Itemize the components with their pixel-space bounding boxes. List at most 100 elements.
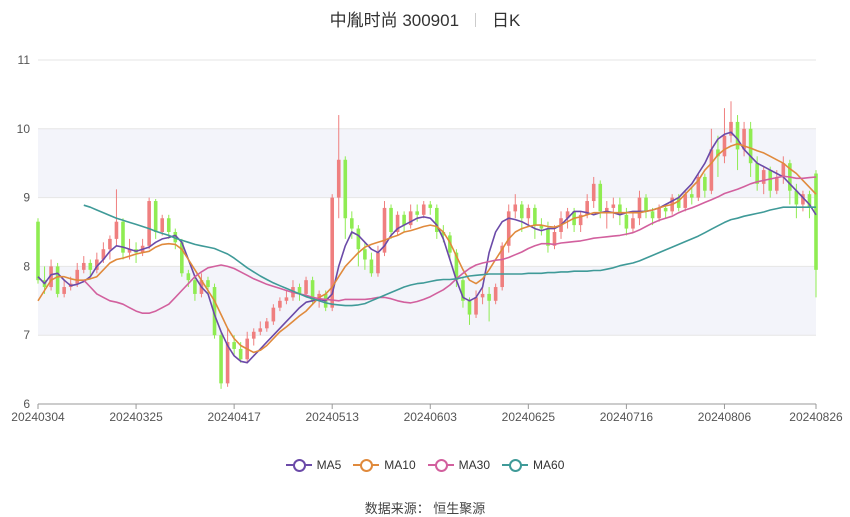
ma10-line[interactable]	[37, 143, 817, 354]
candle[interactable]	[304, 276, 308, 298]
candle[interactable]	[369, 252, 374, 277]
candle[interactable]	[611, 197, 616, 219]
candle[interactable]	[55, 262, 60, 298]
candle-body	[435, 207, 439, 232]
candle[interactable]	[428, 201, 433, 215]
legend: MA5 MA10 MA30 MA60	[0, 458, 850, 475]
candle-body	[219, 335, 223, 384]
candle[interactable]	[493, 283, 498, 305]
candle[interactable]	[245, 331, 250, 363]
candle[interactable]	[297, 283, 302, 301]
candle[interactable]	[278, 297, 282, 312]
candle[interactable]	[108, 235, 112, 260]
candle[interactable]	[88, 259, 93, 277]
candle[interactable]	[709, 128, 714, 195]
legend-item-ma5[interactable]: MA5	[285, 458, 341, 472]
candle[interactable]	[814, 170, 818, 298]
candle-body	[225, 342, 230, 384]
candle[interactable]	[689, 187, 694, 205]
y-tick-label: 10	[17, 122, 31, 136]
candle-body	[519, 204, 524, 219]
candle[interactable]	[350, 211, 354, 239]
candle[interactable]	[336, 115, 341, 219]
y-tick-label: 6	[23, 397, 30, 411]
candle[interactable]	[644, 194, 648, 219]
candle[interactable]	[251, 328, 256, 346]
candle[interactable]	[212, 283, 217, 339]
candle[interactable]	[722, 108, 727, 164]
period-label[interactable]: 日K	[492, 11, 521, 30]
candle[interactable]	[742, 121, 746, 157]
candle[interactable]	[729, 101, 733, 143]
candle[interactable]	[389, 204, 393, 239]
candle-body	[703, 176, 707, 191]
candle[interactable]	[578, 211, 583, 232]
candle[interactable]	[480, 287, 485, 305]
candle[interactable]	[735, 115, 740, 171]
candle[interactable]	[467, 297, 472, 325]
candle-body	[487, 293, 491, 301]
legend-item-ma60[interactable]: MA60	[502, 458, 564, 472]
candle[interactable]	[703, 173, 707, 198]
candle[interactable]	[604, 201, 609, 229]
candle[interactable]	[271, 304, 276, 325]
candle[interactable]	[474, 290, 478, 318]
ma30-line[interactable]	[83, 175, 817, 315]
candle[interactable]	[265, 318, 269, 332]
candle[interactable]	[637, 190, 642, 226]
candle[interactable]	[134, 242, 138, 263]
candle[interactable]	[310, 276, 315, 305]
candle[interactable]	[395, 211, 400, 236]
candle[interactable]	[408, 204, 413, 229]
candle-body	[526, 207, 531, 219]
candle[interactable]	[402, 211, 406, 232]
candle[interactable]	[147, 197, 151, 250]
candle[interactable]	[95, 252, 99, 274]
candle[interactable]	[121, 218, 125, 260]
candle[interactable]	[258, 321, 263, 336]
candle[interactable]	[591, 176, 596, 208]
candle[interactable]	[376, 245, 380, 277]
candle[interactable]	[356, 225, 361, 267]
legend-label: MA60	[533, 458, 565, 472]
candle[interactable]	[435, 204, 439, 239]
candle[interactable]	[716, 135, 720, 177]
candle[interactable]	[81, 256, 86, 274]
candle-body	[415, 211, 419, 215]
candle[interactable]	[343, 156, 348, 239]
candle[interactable]	[62, 280, 66, 298]
candle[interactable]	[421, 201, 426, 219]
candle[interactable]	[539, 218, 544, 236]
candle[interactable]	[519, 201, 524, 232]
candle[interactable]	[748, 121, 753, 177]
candle[interactable]	[696, 173, 701, 202]
candle[interactable]	[219, 331, 223, 389]
candle[interactable]	[160, 214, 165, 236]
candle[interactable]	[513, 194, 518, 219]
candle-body	[284, 297, 289, 301]
legend-item-ma30[interactable]: MA30	[427, 458, 490, 472]
candle[interactable]	[663, 204, 668, 219]
ma60-line[interactable]	[83, 204, 816, 307]
candle[interactable]	[36, 218, 40, 284]
candle[interactable]	[225, 328, 230, 387]
ma5-line[interactable]	[37, 131, 817, 364]
legend-marker-icon	[285, 458, 312, 472]
legend-item-ma10[interactable]: MA10	[353, 458, 416, 472]
candle[interactable]	[631, 211, 635, 232]
candle[interactable]	[618, 197, 622, 226]
candle[interactable]	[284, 290, 289, 305]
candle[interactable]	[487, 287, 491, 322]
candle[interactable]	[75, 262, 80, 288]
candle[interactable]	[506, 204, 511, 253]
candle[interactable]	[461, 276, 465, 308]
candle[interactable]	[768, 166, 773, 198]
candle[interactable]	[193, 276, 197, 301]
candle[interactable]	[533, 204, 537, 239]
candlestick-chart[interactable]: 6 7 8 9 10 11 20240304 20240325 20240417 2024051…	[0, 0, 850, 450]
candle[interactable]	[526, 204, 531, 226]
candle[interactable]	[781, 156, 786, 184]
candle-body	[336, 159, 341, 198]
candle[interactable]	[180, 238, 184, 277]
candle[interactable]	[153, 198, 158, 239]
